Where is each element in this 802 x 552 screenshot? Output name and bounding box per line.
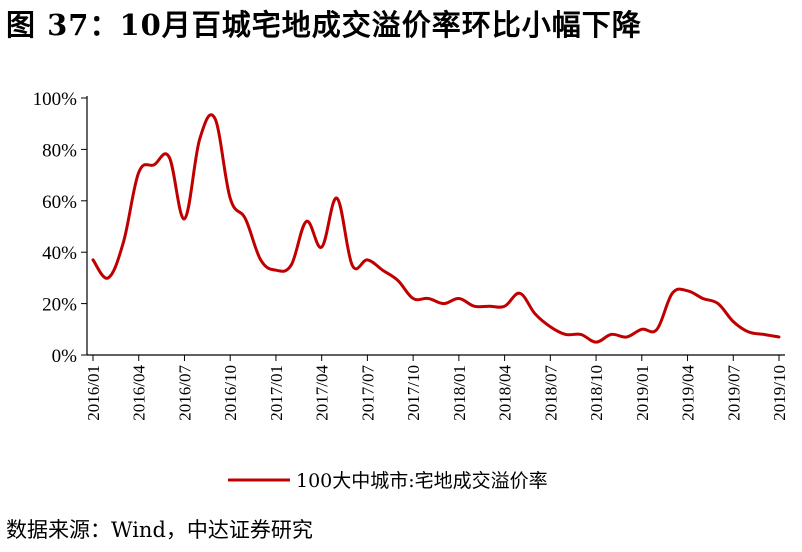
y-tick-label: 0% (52, 346, 78, 367)
y-tick-label: 100% (33, 89, 78, 110)
figure-title: 图 37：10月百城宅地成交溢价率环比小幅下降 (6, 8, 642, 42)
x-tick-label: 2016/07 (175, 365, 194, 421)
x-tick-label: 2018/10 (587, 365, 606, 421)
y-tick-label: 80% (42, 140, 77, 161)
x-tick-label: 2019/07 (724, 365, 743, 421)
source-note: 数据来源：Wind，中达证券研究 (6, 518, 313, 542)
x-tick-label: 2018/04 (496, 365, 515, 421)
x-tick-label: 2018/01 (450, 365, 469, 421)
x-tick-label: 2017/10 (404, 365, 423, 421)
legend-label: 100大中城市:宅地成交溢价率 (296, 470, 548, 492)
x-tick-label: 2017/07 (358, 365, 377, 421)
x-tick-label: 2016/01 (84, 365, 103, 421)
x-tick-label: 2017/01 (267, 365, 286, 421)
y-tick-label: 40% (42, 243, 77, 264)
y-tick-label: 20% (42, 295, 77, 316)
x-tick-label: 2018/07 (541, 365, 560, 421)
x-axis: 2016/01 2016/04 2016/07 2016/10 2017/01 2017/… (84, 354, 789, 421)
x-tick-label: 2017/04 (313, 365, 332, 421)
series-line (91, 113, 781, 344)
y-axis: 0% 20% 40% 60% 80% 100% (33, 89, 88, 367)
y-tick-label: 60% (42, 192, 77, 213)
x-tick-label: 2019/01 (633, 365, 652, 421)
x-tick-label: 2019/10 (770, 365, 789, 421)
x-tick-label: 2019/04 (679, 365, 698, 421)
x-tick-label: 2016/04 (130, 365, 149, 421)
legend: 100大中城市:宅地成交溢价率 (228, 470, 548, 492)
x-tick-label: 2016/10 (221, 365, 240, 421)
plot-area (91, 113, 781, 344)
